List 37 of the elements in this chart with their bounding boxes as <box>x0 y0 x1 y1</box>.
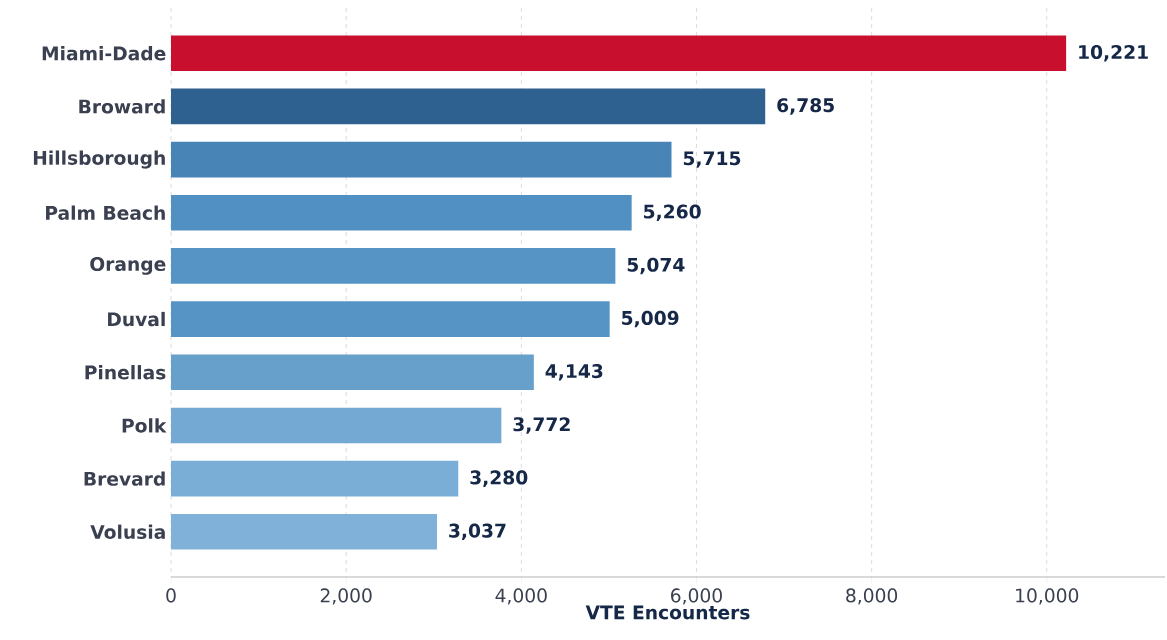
data-label: 5,260 <box>644 204 701 221</box>
x-tick-label: 4,000 <box>495 588 547 605</box>
y-tick-label: Duval <box>108 311 165 327</box>
x-tick-label: 6,000 <box>671 588 722 605</box>
data-label: 6,785 <box>777 98 834 115</box>
bar <box>171 194 632 231</box>
bar <box>171 513 437 550</box>
data-label: 5,009 <box>622 310 679 328</box>
y-tick-label: Brevard <box>84 471 165 486</box>
x-tick-label: 0 <box>166 588 176 603</box>
data-label: 4,143 <box>545 364 603 381</box>
x-tick-label: 8,000 <box>846 588 898 605</box>
y-tick-label: Pinellas <box>85 365 166 380</box>
bar <box>171 301 610 337</box>
data-label: 5,715 <box>683 151 741 168</box>
y-tick-label: Broward <box>79 99 165 114</box>
bar <box>171 88 766 125</box>
bar <box>171 141 672 178</box>
bar <box>171 460 459 497</box>
x-tick-label: 10,000 <box>1016 588 1079 605</box>
y-tick-label: Hillsborough <box>33 150 165 169</box>
data-label: 3,280 <box>470 470 528 487</box>
data-label: 3,037 <box>449 523 506 541</box>
x-tick-label: 2,000 <box>320 588 372 605</box>
y-tick-label: Palm Beach <box>46 205 165 220</box>
bar <box>171 248 616 284</box>
data-label: 10,221 <box>1079 44 1148 62</box>
y-tick-label: Miami-Dade <box>42 45 166 61</box>
data-label: 3,772 <box>513 417 570 434</box>
bar <box>171 407 502 444</box>
bar <box>171 35 1067 72</box>
y-tick-label: Volusia <box>90 524 165 540</box>
data-label: 5,074 <box>627 257 685 275</box>
bar <box>171 354 534 391</box>
y-tick-label: Orange <box>90 256 166 275</box>
x-axis-title: VTE Encounters <box>585 605 750 620</box>
y-tick-label: Polk <box>122 418 167 433</box>
